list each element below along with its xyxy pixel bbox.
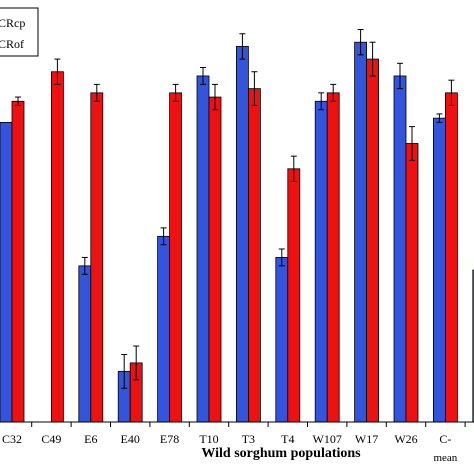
bars-layer: [0, 41, 474, 423]
x-tick-marks: [31, 422, 466, 427]
bar-crof-c32: [11, 100, 25, 423]
bar-crof-w17: [366, 58, 380, 423]
bar-crof-w26: [405, 143, 419, 423]
bar-crcp-t3: [235, 46, 249, 423]
x-tick-label-t10: T10: [199, 432, 218, 446]
bar-crof-w107: [326, 92, 340, 423]
x-tick-label-w107: W107: [313, 432, 342, 446]
x-tick-label-t4: T4: [281, 432, 294, 446]
bar-crof-t3: [247, 88, 261, 423]
bar-crof-c-: [444, 92, 458, 423]
bar-crof-e6: [90, 92, 104, 423]
legend-label-crof: CRof: [0, 37, 24, 51]
x-tick-label-e40: E40: [121, 432, 140, 446]
legend: CRcp CRof: [0, 7, 39, 57]
legend-box: [0, 7, 39, 57]
bar-crcp-extra: [472, 269, 474, 423]
bar-crcp-t10: [196, 75, 210, 423]
x-tick-label-c-: C-: [439, 432, 451, 446]
bar-crcp-w26: [393, 75, 407, 423]
bar-crof-c49: [51, 71, 64, 423]
x-tick-label-t3: T3: [242, 432, 255, 446]
bar-crof-t4: [287, 168, 301, 423]
x-tick-label-w17: W17: [355, 432, 378, 446]
x-axis-label: Wild sorghum populations: [201, 446, 361, 461]
bar-crcp-w17: [354, 41, 368, 423]
x-tick-sublabel: mean: [433, 452, 457, 464]
x-tick-label-e78: E78: [160, 432, 179, 446]
error-bars-layer: [15, 29, 455, 389]
bar-crcp-c-: [432, 117, 446, 423]
x-tick-label-c32: C32: [2, 432, 22, 446]
bar-crcp-c32: [0, 121, 13, 423]
bar-crcp-t4: [275, 257, 289, 423]
x-tick-label-e6: E6: [84, 432, 97, 446]
bar-crcp-e6: [78, 265, 92, 423]
x-tick-label-c49: C49: [41, 432, 61, 446]
legend-label-crcp: CRcp: [0, 16, 25, 30]
bar-crof-t10: [208, 96, 222, 423]
bar-crcp-w107: [314, 100, 328, 423]
bar-crcp-e78: [157, 235, 171, 423]
x-tick-label-w26: W26: [394, 432, 417, 446]
bar-crof-e78: [169, 92, 183, 423]
